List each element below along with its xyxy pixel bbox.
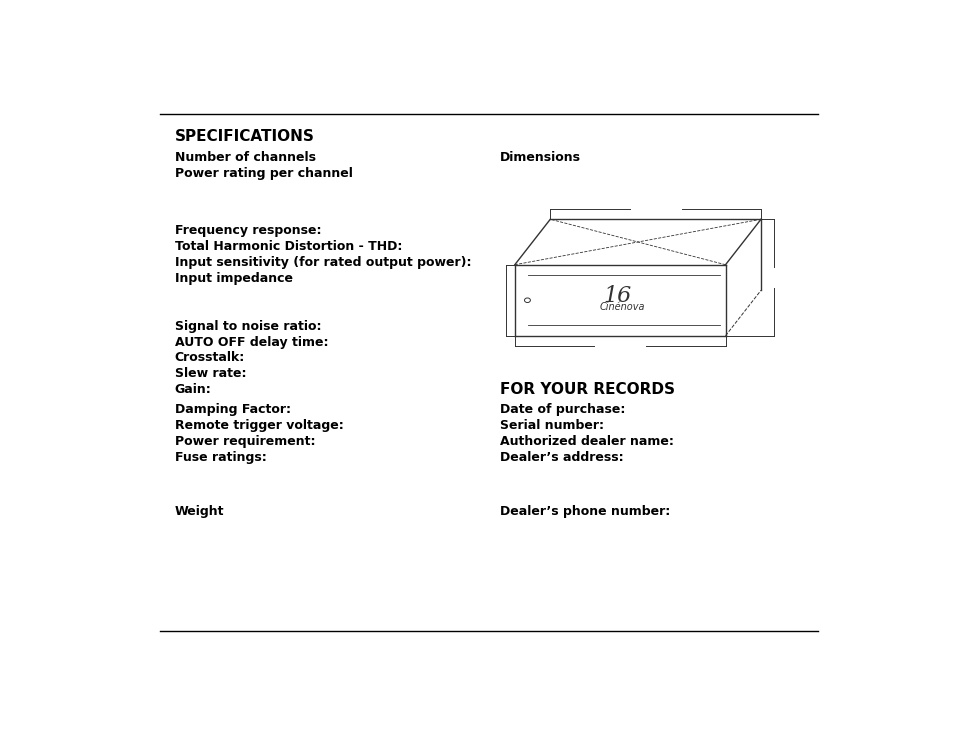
- Text: Total Harmonic Distortion - THD:: Total Harmonic Distortion - THD:: [174, 240, 401, 253]
- Text: Signal to noise ratio:: Signal to noise ratio:: [174, 320, 321, 333]
- Text: Crosstalk:: Crosstalk:: [174, 351, 245, 365]
- Text: Input sensitivity (for rated output power):: Input sensitivity (for rated output powe…: [174, 256, 471, 269]
- Text: 16: 16: [602, 285, 631, 307]
- Text: Weight: Weight: [174, 506, 224, 518]
- Text: Number of channels: Number of channels: [174, 151, 315, 165]
- Text: Frequency response:: Frequency response:: [174, 224, 321, 237]
- Text: AUTO OFF delay time:: AUTO OFF delay time:: [174, 336, 328, 348]
- Text: Slew rate:: Slew rate:: [174, 368, 246, 380]
- Text: Dealer’s phone number:: Dealer’s phone number:: [499, 506, 670, 518]
- Text: Dimensions: Dimensions: [499, 151, 580, 165]
- Text: Power requirement:: Power requirement:: [174, 435, 314, 448]
- Text: Date of purchase:: Date of purchase:: [499, 403, 625, 416]
- Text: Authorized dealer name:: Authorized dealer name:: [499, 435, 673, 448]
- Text: Power rating per channel: Power rating per channel: [174, 168, 353, 180]
- Text: Gain:: Gain:: [174, 383, 212, 396]
- Text: SPECIFICATIONS: SPECIFICATIONS: [174, 129, 314, 145]
- Text: Cinénova: Cinénova: [599, 302, 644, 311]
- Text: Input impedance: Input impedance: [174, 272, 293, 285]
- Text: FOR YOUR RECORDS: FOR YOUR RECORDS: [499, 382, 675, 397]
- Text: Damping Factor:: Damping Factor:: [174, 403, 291, 416]
- Text: Serial number:: Serial number:: [499, 419, 603, 432]
- Text: Dealer’s address:: Dealer’s address:: [499, 451, 623, 464]
- Text: Fuse ratings:: Fuse ratings:: [174, 451, 266, 464]
- Text: Remote trigger voltage:: Remote trigger voltage:: [174, 419, 343, 432]
